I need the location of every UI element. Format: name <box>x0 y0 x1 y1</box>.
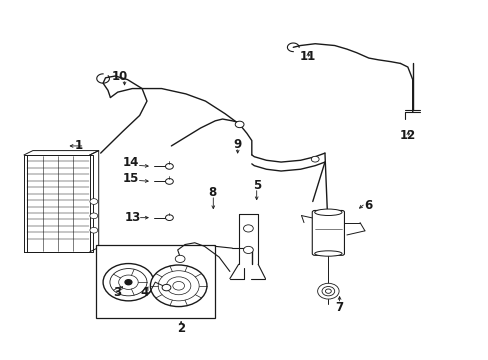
Circle shape <box>311 156 319 162</box>
Text: 12: 12 <box>399 129 415 142</box>
Text: 13: 13 <box>124 211 140 224</box>
Circle shape <box>150 265 206 307</box>
Text: 11: 11 <box>299 50 315 63</box>
Ellipse shape <box>314 251 341 256</box>
Circle shape <box>90 213 98 219</box>
Circle shape <box>119 275 138 289</box>
Circle shape <box>90 199 98 204</box>
Ellipse shape <box>314 209 341 216</box>
Text: 1: 1 <box>75 139 82 152</box>
Circle shape <box>166 277 190 295</box>
Circle shape <box>165 179 173 184</box>
Circle shape <box>243 225 253 232</box>
Circle shape <box>165 215 173 221</box>
Circle shape <box>165 163 173 169</box>
Circle shape <box>322 287 334 296</box>
Text: 2: 2 <box>177 322 185 335</box>
Circle shape <box>158 271 199 301</box>
Text: 5: 5 <box>252 179 260 192</box>
Circle shape <box>90 227 98 233</box>
Text: 10: 10 <box>112 69 128 82</box>
Text: 6: 6 <box>364 199 372 212</box>
Circle shape <box>243 246 253 253</box>
Text: 15: 15 <box>123 172 139 185</box>
Text: 14: 14 <box>123 156 139 169</box>
Circle shape <box>175 255 184 262</box>
Text: 7: 7 <box>335 301 343 314</box>
Text: 3: 3 <box>113 287 122 300</box>
Circle shape <box>325 289 330 293</box>
Circle shape <box>125 280 132 285</box>
Circle shape <box>172 282 184 290</box>
Circle shape <box>110 269 147 296</box>
Text: 8: 8 <box>208 186 217 199</box>
Text: 9: 9 <box>233 138 241 150</box>
FancyBboxPatch shape <box>312 211 344 255</box>
Circle shape <box>103 264 154 301</box>
Circle shape <box>162 284 170 291</box>
Circle shape <box>235 121 244 128</box>
Text: 4: 4 <box>140 287 148 300</box>
Circle shape <box>317 283 338 299</box>
Bar <box>96 244 215 318</box>
